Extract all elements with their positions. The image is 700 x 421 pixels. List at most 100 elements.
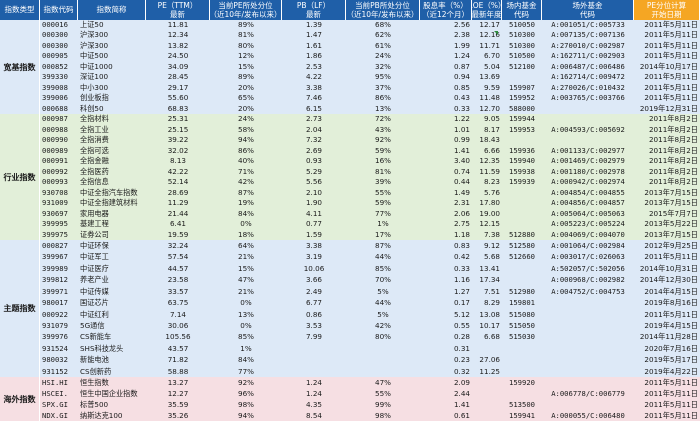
table-cell: 2011年5月11日: [644, 411, 698, 420]
table-cell: 7.14: [169, 309, 186, 319]
table-row[interactable]: 930708 中证全指汽车指数 28.69 87% 2.10 55% 1.49 5.76 A:0…: [0, 188, 700, 199]
table-cell: 19.59: [167, 229, 189, 239]
table-row[interactable]: 000993 全指信息 52.14 42% 5.56 39% 0.44 8.23 159939 A…: [0, 177, 700, 188]
table-row[interactable]: 399971 中证传媒 33.57 21% 2.49 5% 1.27 7.51 512980 A:…: [0, 286, 700, 297]
table-row[interactable]: 399006 创业板指 55.60 65% 7.46 86% 0.43 11.48 159952…: [0, 93, 700, 103]
table-cell: 399975: [42, 229, 68, 239]
table-row[interactable]: 000990 全指消费 39.22 94% 7.32 92% 0.99 18.43 2011年8…: [0, 135, 700, 146]
table-cell: 标普500: [80, 400, 109, 409]
comment-marker-icon[interactable]: [494, 31, 498, 35]
table-row[interactable]: 000991 全指金融 8.13 40% 0.93 16% 3.40 12.35 159940 A…: [0, 156, 700, 167]
table-row[interactable]: 399967 中证军工 57.54 21% 3.19 44% 0.42 5.68 512660 A…: [0, 251, 700, 262]
column-header-line1: ROE（%）: [472, 0, 501, 10]
table-row[interactable]: 931152 CS创新药 58.88 77% 0.32 11.25 2019年4月22日: [0, 366, 700, 377]
table-row[interactable]: 931079 5G通信 30.06 0% 3.53 42% 0.55 10.17 515050 2…: [0, 320, 700, 331]
table-cell: 42%: [375, 320, 391, 330]
category-label: 主题指数: [0, 240, 40, 377]
table-row[interactable]: 980032 新能电池 71.82 84% 0.23 27.06 2019年5月17日: [0, 354, 700, 365]
table-cell: 399995: [42, 219, 68, 228]
table-cell: 2012年9月25日: [644, 241, 698, 250]
table-cell: 930708: [42, 187, 68, 197]
table-cell: 89%: [238, 20, 254, 29]
table-row[interactable]: 000852 中证1000 34.09 15% 2.53 32% 0.87 5.04 51210…: [0, 62, 700, 72]
table-cell: 0.17: [453, 298, 470, 308]
table-cell: 000990: [42, 135, 68, 144]
table-cell: 恒生中国企业指数: [80, 389, 138, 398]
table-cell: 2020年7月16日: [644, 343, 698, 353]
table-row[interactable]: 399812 养老产业 23.58 47% 3.66 70% 1.16 17.34 A:0009…: [0, 274, 700, 285]
table-row[interactable]: 399330 深证100 28.45 89% 4.22 95% 0.94 13.69 A:162…: [0, 72, 700, 82]
table-cell: 18.43: [479, 135, 500, 144]
table-cell: 13.82: [167, 40, 189, 50]
table-cell: 中证500: [80, 51, 109, 61]
table-cell: 52.14: [167, 177, 189, 186]
column-header-line1: 指数类型: [4, 5, 35, 15]
table-row[interactable]: 000905 中证500 24.50 12% 1.86 24% 1.24 6.70 510500…: [0, 51, 700, 61]
table-cell: 6.77: [305, 298, 322, 308]
table-row[interactable]: NDX.GI 纳斯达克100 35.26 94% 8.54 98% 0.61 159941 A:…: [0, 410, 700, 421]
table-cell: 159920: [509, 378, 535, 387]
table-cell: 19%: [238, 198, 254, 207]
table-cell: 159953: [509, 124, 535, 134]
table-row[interactable]: 000688 科创50 68.83 20% 6.15 13% 0.33 12.70 588000…: [0, 104, 700, 114]
table-row[interactable]: 000300 沪深300 13.82 80% 1.61 61% 1.99 11.71 51030…: [0, 41, 700, 51]
section-1: 行业指数 000987 全指材料 25.31 24% 2.73 72% 1.22 9.05 159…: [0, 114, 700, 240]
table-cell: 2014年12月30日: [639, 275, 698, 285]
table-cell: A:270010/C:002987: [551, 40, 625, 50]
table-row[interactable]: 000827 中证环保 32.24 64% 3.38 87% 0.83 9.12 512580 A…: [0, 240, 700, 251]
table-row[interactable]: 930697 家用电器 21.44 84% 4.11 77% 2.06 19.00 A:0050…: [0, 209, 700, 220]
table-row[interactable]: HSI.HI 恒生指数 13.27 92% 1.24 47% 2.09 159920 2011年…: [0, 377, 700, 388]
table-cell: 1.22: [453, 114, 470, 123]
table-cell: [542, 309, 634, 320]
table-cell: 25.31: [167, 114, 189, 123]
table-cell: 1%: [377, 219, 389, 228]
table-cell: 0.99: [453, 135, 470, 144]
table-cell: [542, 399, 634, 410]
table-row[interactable]: 000987 全指材料 25.31 24% 2.73 72% 1.22 9.05 159944 2…: [0, 114, 700, 125]
table-row[interactable]: HSCEI. 恒生中国企业指数 12.27 96% 1.24 55% 2.44 A:00677…: [0, 388, 700, 399]
table-cell: 1.86: [305, 51, 322, 61]
table-cell: 159944: [509, 114, 535, 123]
table-cell: [502, 366, 542, 377]
table-row[interactable]: 931009 中证全指建筑材料 11.29 19% 1.90 59% 2.31 17.80 A:…: [0, 198, 700, 209]
table-row[interactable]: 931524 SHS科技龙头 43.57 1% 0.31 2020年7月16日: [0, 343, 700, 354]
table-row[interactable]: 399989 中证医疗 44.57 15% 10.06 85% 0.33 13.41 A:502…: [0, 263, 700, 274]
table-cell: 2013年7月15日: [644, 198, 698, 207]
table-cell: 2019年12月31日: [639, 103, 698, 113]
table-cell: 12.34: [167, 30, 189, 40]
table-cell: 7.32: [305, 135, 322, 144]
table-cell: 13%: [375, 103, 391, 113]
table-row[interactable]: 000992 全指医药 42.22 71% 5.29 81% 0.74 11.59 159938…: [0, 167, 700, 178]
table-cell: A:004752/C:004753: [551, 286, 625, 296]
table-cell: 000989: [42, 145, 68, 155]
table-cell: 0.77: [305, 219, 322, 228]
table-row[interactable]: SPX.GI 标普500 35.59 98% 4.35 99% 1.41 513500 2011…: [0, 399, 700, 410]
table-row[interactable]: 000988 全指工业 25.15 58% 2.04 43% 1.01 8.17 159953 A…: [0, 125, 700, 136]
table-cell: 0%: [240, 320, 252, 330]
table-cell: 2019年5月17日: [644, 355, 698, 365]
table-row[interactable]: 399975 证券公司 19.59 18% 1.59 17% 1.18 7.38 512880 A…: [0, 230, 700, 241]
column-header-line1: 指数简称: [96, 5, 127, 15]
table-cell: 0.42: [453, 252, 470, 262]
table-row[interactable]: 000300 沪深300 12.34 81% 1.47 62% 2.38 12.16 51030…: [0, 30, 700, 40]
table-cell: 2011年8月2日: [648, 135, 698, 144]
table-cell: 3.38: [305, 241, 322, 250]
table-cell: 0.87: [453, 61, 470, 71]
table-cell: 19.00: [479, 208, 500, 218]
table-row[interactable]: 399995 基建工程 6.41 0% 0.77 1% 2.75 12.15 A:005223/…: [0, 219, 700, 230]
table-row[interactable]: 399976 CS新能车 105.56 85% 7.99 80% 0.28 6.68 51503…: [0, 331, 700, 342]
table-row[interactable]: 980017 国证芯片 63.75 0% 6.77 44% 0.17 8.29 159801 20…: [0, 297, 700, 308]
table-cell: 84%: [238, 355, 254, 365]
column-header-line2: 最新年度: [472, 10, 502, 19]
table-row[interactable]: 399008 中小300 29.17 20% 3.38 37% 0.85 9.59 159907…: [0, 83, 700, 93]
table-cell: 16%: [375, 156, 391, 165]
table-cell: 13%: [238, 309, 254, 319]
table-row[interactable]: 000989 全指可选 32.02 86% 2.69 59% 1.41 6.66 159936 A…: [0, 146, 700, 157]
table-cell: 12.17: [479, 20, 500, 29]
table-cell: [282, 343, 346, 354]
table-row[interactable]: 000016 上证50 11.81 89% 1.39 68% 2.56 12.17 510050…: [0, 20, 700, 30]
table-cell: A:005223/C:005224: [551, 219, 625, 228]
table-cell: A:003765/C:003766: [551, 93, 625, 103]
table-row[interactable]: 000922 中证红利 7.14 13% 0.86 5% 5.12 13.08 515080 20…: [0, 309, 700, 320]
table-cell: 5.68: [483, 252, 500, 262]
